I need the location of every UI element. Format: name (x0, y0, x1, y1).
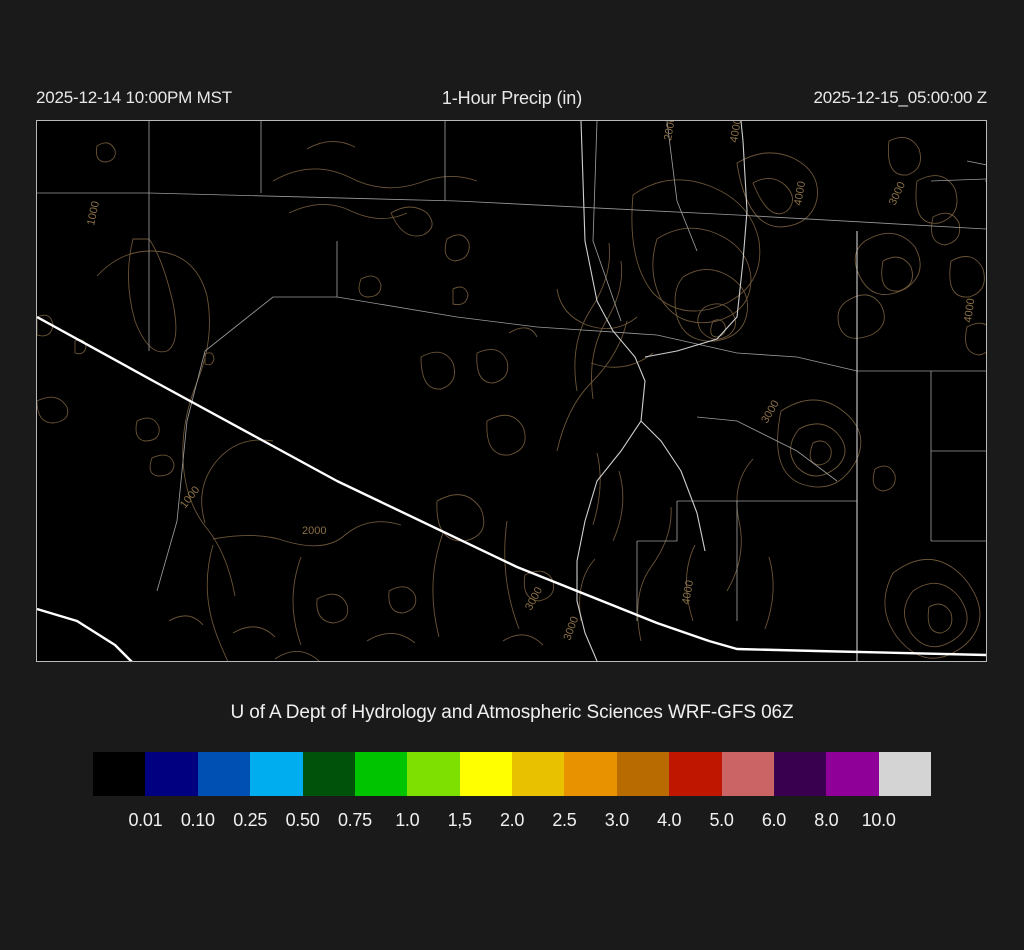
local-time-label: 2025-12-14 10:00PM MST (36, 88, 232, 107)
colorbar-swatch-5 (354, 752, 408, 796)
colorbar-swatch-10 (616, 752, 670, 796)
colorbar-swatch-13 (773, 752, 827, 796)
colorbar-swatch-7 (459, 752, 512, 796)
colorbar-tick-3.0: 3.0 (604, 810, 629, 830)
colorbar-swatch-1 (145, 752, 198, 796)
contour-label: 4000 (728, 121, 744, 144)
colorbar-swatch-0 (93, 752, 146, 796)
major-borders (37, 315, 986, 661)
colorbar-tick-1,5: 1,5 (447, 810, 472, 830)
colorbar-swatch-11 (669, 752, 722, 796)
contour-label: 3000 (759, 398, 782, 425)
colorbar-tick-0.25: 0.25 (233, 810, 268, 830)
colorbar-tick-0.01: 0.01 (128, 810, 163, 830)
colorbar-tick-10.0: 10.0 (861, 810, 896, 830)
contour-label: 2000 (302, 525, 326, 537)
colorbar-tick-8.0: 8.0 (814, 810, 839, 830)
source-caption: U of A Dept of Hydrology and Atmospheric… (230, 702, 794, 723)
valid-time-label: 2025-12-15_05:00:00 Z (813, 88, 988, 107)
colorbar-tick-0.75: 0.75 (337, 810, 372, 830)
contour-label: 4000 (962, 298, 977, 324)
contour-label: 4000 (680, 579, 696, 605)
colorbar[interactable] (93, 752, 931, 796)
terrain-contours (37, 136, 986, 661)
colorbar-swatch-12 (721, 752, 774, 796)
county-borders (37, 121, 986, 661)
colorbar-tick-1.0: 1.0 (395, 810, 420, 830)
colorbar-tick-6.0: 6.0 (761, 810, 786, 830)
map-graphic: 1000 1000 2000 2000 4000 4000 3000 3000 … (37, 121, 986, 661)
contour-labels: 1000 1000 2000 2000 4000 4000 3000 3000 … (85, 121, 977, 642)
colorbar-tick-2.0: 2.0 (499, 810, 525, 830)
colorbar-swatch-2 (197, 752, 251, 796)
contour-label: 1000 (85, 200, 102, 226)
colorbar-tick-2.5: 2.5 (552, 810, 577, 830)
colorbar-strip (93, 752, 931, 796)
contour-label: 2000 (662, 121, 678, 142)
colorbar-swatch-9 (564, 752, 617, 796)
colorbar-tick-0.10: 0.10 (180, 810, 215, 830)
colorbar-swatch-14 (826, 752, 879, 796)
map-panel[interactable]: 1000 1000 2000 2000 4000 4000 3000 3000 … (36, 120, 987, 662)
header-bar: 2025-12-14 10:00PM MST 1-Hour Precip (in… (0, 88, 1024, 112)
page-title: 1-Hour Precip (in) (441, 88, 583, 108)
colorbar-tick-4.0: 4.0 (657, 810, 682, 830)
colorbar-swatch-8 (512, 752, 565, 796)
contour-label: 3000 (562, 615, 582, 642)
colorbar-tick-5.0: 5.0 (709, 810, 734, 830)
colorbar-tick-labels: 0.01 0.10 0.25 0.50 0.75 1.0 1,5 2.0 2.5 3.0 4.0 5.… (93, 810, 931, 834)
colorbar-swatch-4 (302, 752, 355, 796)
contour-label: 3000 (887, 180, 908, 207)
colorbar-swatch-3 (250, 752, 303, 796)
colorbar-swatch-15 (878, 752, 931, 796)
colorbar-tick-0.50: 0.50 (285, 810, 320, 830)
state-borders (576, 121, 858, 661)
colorbar-swatch-6 (407, 752, 460, 796)
contour-label: 1000 (178, 484, 203, 511)
contour-label: 3000 (523, 585, 545, 612)
contour-label: 4000 (792, 180, 808, 206)
